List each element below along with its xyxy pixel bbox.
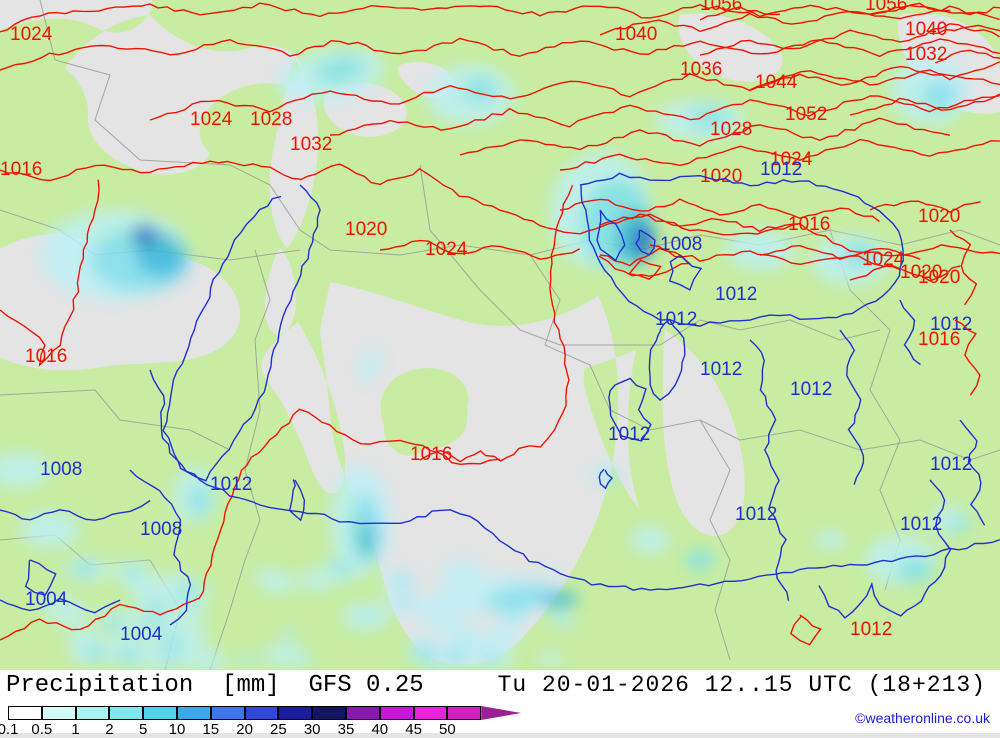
- svg-text:1032: 1032: [905, 44, 947, 65]
- svg-text:1056: 1056: [700, 0, 742, 15]
- svg-text:1028: 1028: [250, 109, 292, 130]
- svg-text:1028: 1028: [710, 119, 752, 140]
- svg-text:1012: 1012: [608, 424, 650, 445]
- svg-text:1012: 1012: [900, 514, 942, 535]
- svg-text:1012: 1012: [930, 454, 972, 475]
- svg-text:1012: 1012: [760, 159, 802, 180]
- svg-text:1016: 1016: [918, 329, 960, 350]
- svg-text:1012: 1012: [735, 504, 777, 525]
- svg-text:1012: 1012: [655, 309, 697, 330]
- svg-text:1040: 1040: [905, 19, 947, 40]
- svg-text:1016: 1016: [0, 159, 42, 180]
- svg-text:1040: 1040: [615, 24, 657, 45]
- svg-text:1008: 1008: [660, 234, 702, 255]
- svg-text:1016: 1016: [788, 214, 830, 235]
- svg-text:1012: 1012: [700, 359, 742, 380]
- svg-text:1052: 1052: [785, 104, 827, 125]
- svg-text:1016: 1016: [25, 346, 67, 367]
- svg-text:1016: 1016: [410, 444, 452, 465]
- svg-text:1032: 1032: [290, 134, 332, 155]
- svg-text:1036: 1036: [680, 59, 722, 80]
- svg-text:1004: 1004: [25, 589, 68, 610]
- svg-text:1008: 1008: [140, 519, 182, 540]
- svg-text:1020: 1020: [918, 206, 960, 227]
- svg-text:1004: 1004: [120, 624, 163, 645]
- svg-text:1024: 1024: [10, 24, 53, 45]
- svg-text:1020: 1020: [345, 219, 387, 240]
- svg-text:1056: 1056: [865, 0, 907, 15]
- svg-text:1012: 1012: [210, 474, 252, 495]
- svg-text:1024: 1024: [190, 109, 233, 130]
- svg-text:1012: 1012: [790, 379, 832, 400]
- svg-text:1044: 1044: [755, 72, 798, 93]
- svg-text:1020: 1020: [918, 267, 960, 288]
- svg-text:1012: 1012: [850, 619, 892, 640]
- svg-text:1020: 1020: [700, 166, 742, 187]
- svg-text:1012: 1012: [715, 284, 757, 305]
- svg-text:1008: 1008: [40, 459, 82, 480]
